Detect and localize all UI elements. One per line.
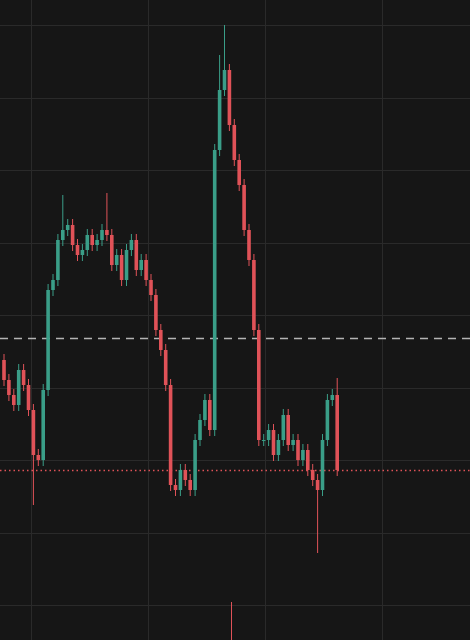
candle-body	[301, 450, 305, 460]
candle-body	[26, 385, 31, 410]
candle-body	[252, 260, 256, 330]
candle-body	[173, 485, 178, 490]
candle-body	[188, 480, 192, 490]
candle-body	[335, 395, 339, 470]
candle-body	[114, 255, 119, 265]
candle-body	[271, 430, 276, 455]
candle-body	[149, 280, 153, 295]
candle-body	[80, 250, 85, 255]
candle-body	[222, 70, 227, 90]
candle-body	[306, 450, 310, 470]
candle-body	[61, 230, 65, 240]
candle-body	[320, 440, 325, 490]
candle-body	[276, 440, 281, 455]
candle-body	[154, 295, 158, 330]
candle-body	[124, 250, 129, 280]
candle-body	[2, 360, 6, 380]
candle-body	[65, 225, 70, 230]
candle-body	[291, 440, 295, 445]
candle-body	[183, 470, 188, 480]
candle-body	[95, 240, 99, 245]
candle-body	[286, 415, 290, 445]
candle-body	[257, 330, 261, 440]
candle-body	[12, 395, 16, 405]
candle-body	[242, 185, 246, 230]
candle-body	[16, 370, 21, 405]
candle-body	[261, 440, 266, 441]
candle-body	[159, 330, 163, 350]
candle-body	[198, 420, 202, 440]
candle-body	[41, 390, 45, 460]
candle-body	[70, 225, 75, 245]
candle-body	[217, 90, 222, 150]
candle-body	[193, 440, 197, 490]
candle-body	[46, 290, 50, 390]
candle-body	[247, 230, 251, 260]
candle-body	[266, 430, 271, 440]
candle-body	[139, 260, 143, 270]
candle-body	[203, 400, 207, 420]
candle-body	[36, 455, 41, 460]
candle-body	[90, 235, 94, 245]
candle-body	[144, 260, 148, 280]
candle-body	[51, 280, 55, 290]
candle-body	[85, 235, 90, 250]
candle-body	[237, 160, 241, 185]
candle-body	[21, 370, 26, 385]
candle-body	[168, 385, 173, 485]
candle-body	[134, 240, 139, 270]
candle-body	[178, 470, 183, 490]
candle-body	[105, 230, 109, 235]
candle-body	[163, 350, 168, 385]
candle-body	[232, 125, 237, 160]
candle-body	[75, 245, 80, 255]
candle-body	[310, 470, 315, 480]
candle-body	[129, 240, 134, 250]
candle-body	[330, 395, 335, 400]
candle-body	[315, 480, 320, 490]
candle-body	[212, 150, 217, 430]
candle-body	[296, 440, 300, 460]
candle-body	[281, 415, 286, 440]
candle-body	[119, 255, 124, 280]
candle-body	[100, 230, 104, 240]
candle-body	[227, 70, 232, 125]
candle-body	[31, 410, 36, 455]
candle-body	[7, 380, 11, 395]
candle-body	[208, 400, 212, 430]
candle-body	[110, 235, 114, 265]
candle-body	[325, 400, 330, 440]
candle-body	[56, 240, 60, 280]
